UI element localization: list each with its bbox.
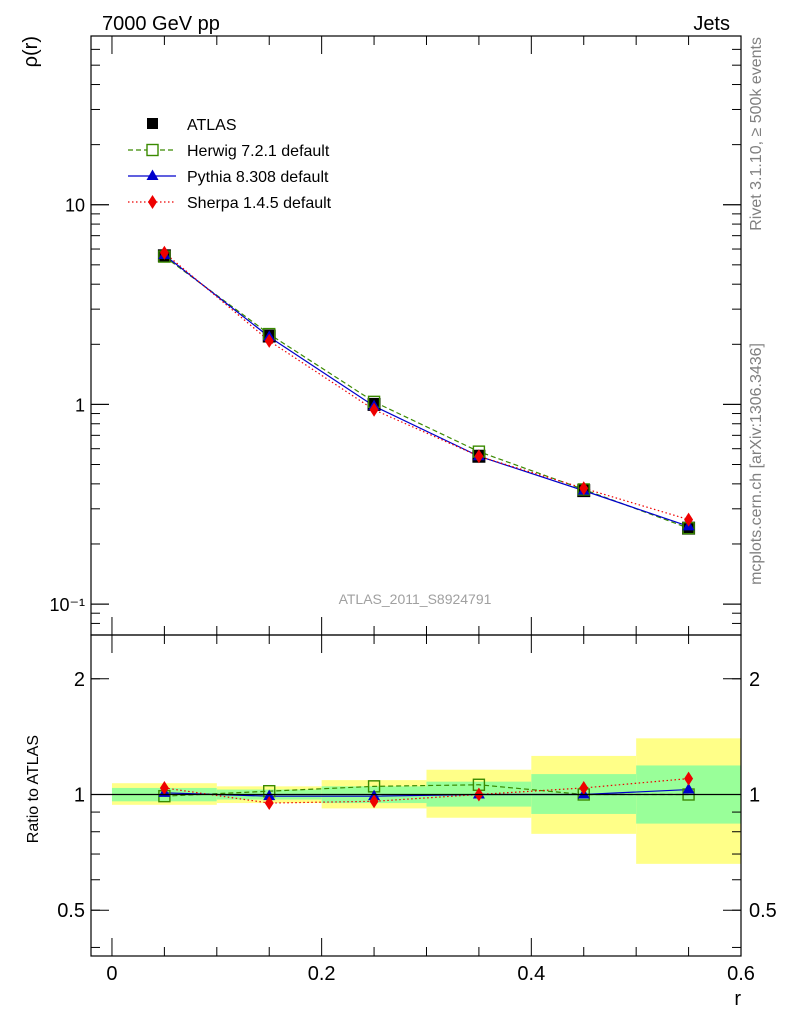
ratio-axis-ticks: 2 2 1 1 0.5 0.5 0 0.2 0.4 0.6 <box>57 635 777 985</box>
ratio-sherpa-point-5 <box>684 771 694 786</box>
ratio-ytick-label-right-2: 0.5 <box>749 900 777 922</box>
legend-pythia-label: Pythia 8.308 default <box>187 169 329 186</box>
ratio-panel-frame <box>90 634 742 957</box>
ratio-pythia-line <box>164 788 689 797</box>
ratio-sherpa-point-0 <box>159 780 169 795</box>
main-ytick-label-2: 10⁻¹ <box>49 595 85 615</box>
analysis-watermark: ATLAS_2011_S8924791 <box>339 591 492 607</box>
main-sherpa-point-5 <box>684 512 694 527</box>
legend-herwig-label: Herwig 7.2.1 default <box>187 143 330 160</box>
legend-atlas-marker <box>147 118 158 129</box>
ratio-sherpa-point-1 <box>264 796 274 811</box>
xtick-label-2: 0.4 <box>517 963 545 985</box>
ratio-sherpa-point-4 <box>579 780 589 795</box>
ratio-sherpa-point-2 <box>369 794 379 809</box>
ratio-ytick-label-right-0: 2 <box>749 669 760 691</box>
main-ylabel: ρ(r) <box>20 36 42 67</box>
legend-sherpa-label: Sherpa 1.4.5 default <box>187 195 332 212</box>
xtick-label-3: 0.6 <box>727 963 755 985</box>
legend-entry-atlas: ATLAS <box>147 117 237 134</box>
ratio-ylabel: Ratio to ATLAS <box>25 735 42 843</box>
xtick-label-1: 0.2 <box>308 963 336 985</box>
main-sherpa-point-1 <box>264 333 274 348</box>
main-sherpa-point-2 <box>369 402 379 417</box>
main-sherpa-point-3 <box>474 449 484 464</box>
ratio-ytick-label-right-1: 1 <box>749 784 760 806</box>
legend-herwig-marker <box>146 143 159 157</box>
ratio-pythia-point-5 <box>682 783 695 794</box>
main-sherpa-point-4 <box>579 481 589 496</box>
legend-atlas-label: ATLAS <box>187 117 237 134</box>
xtick-label-0: 0 <box>106 963 117 985</box>
main-pythia-line <box>164 254 689 527</box>
legend-entry-pythia: Pythia 8.308 default <box>128 169 329 186</box>
main-ytick-label-1: 1 <box>75 395 85 415</box>
header-left: 7000 GeV pp <box>102 13 220 35</box>
ratio-uncertainty-bands <box>111 738 741 864</box>
main-sherpa-line <box>164 252 689 521</box>
mcplots-label: mcplots.cern.ch [arXiv:1306.3436] <box>748 343 765 585</box>
legend-entry-herwig: Herwig 7.2.1 default <box>128 143 330 160</box>
ratio-ytick-label-1: 1 <box>74 784 85 806</box>
legend-entry-sherpa: Sherpa 1.4.5 default <box>128 195 332 212</box>
ratio-ytick-label-0: 2 <box>74 669 85 691</box>
ratio-series-layer <box>158 771 695 811</box>
legend-sherpa-marker <box>148 195 157 209</box>
rivet-version-label: Rivet 3.1.10, ≥ 500k events <box>748 37 765 231</box>
ratio-ytick-label-2: 0.5 <box>57 900 85 922</box>
ratio-xlabel: r <box>734 988 741 1010</box>
main-series-layer <box>157 245 696 535</box>
main-ytick-label-0: 10 <box>65 196 85 216</box>
main-herwig-line <box>164 256 689 529</box>
header-right: Jets <box>693 13 730 35</box>
legend: ATLAS Herwig 7.2.1 default Pythia 8.308 … <box>128 117 332 212</box>
legend-pythia-marker <box>146 169 159 180</box>
ratio-sherpa-line <box>164 777 689 804</box>
main-sherpa-point-0 <box>159 245 169 260</box>
